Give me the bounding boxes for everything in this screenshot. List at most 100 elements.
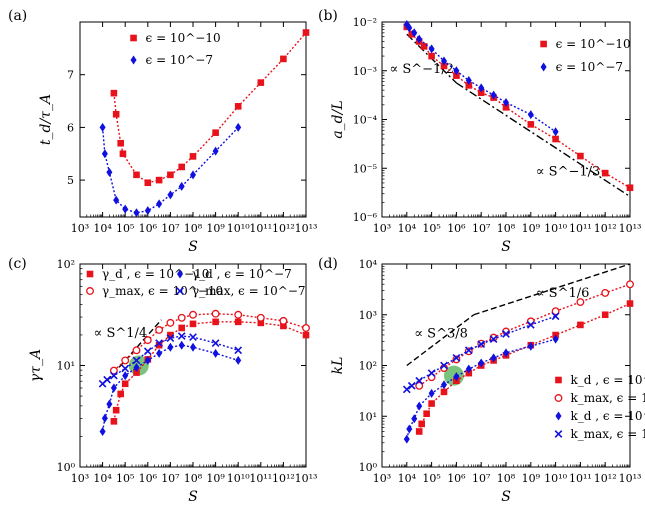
data-point (117, 139, 124, 147)
x-tick-label: 10¹² (272, 222, 295, 235)
data-point (155, 326, 164, 334)
y-tick-label: 10¹ (57, 360, 75, 373)
x-tick-label: 10⁶ (447, 222, 466, 235)
plot-frame (79, 21, 307, 218)
panel-c: (c) 10³ 10⁴ 10⁵ 10⁶ 10⁷ 10⁸ 10⁹ 10¹⁰ 10¹¹ 10¹² 10¹³… (8, 256, 317, 505)
legend-entry: γ_d , ϵ = 10^−7 (192, 267, 292, 281)
data-point (420, 43, 428, 50)
data-point (257, 79, 265, 86)
data-point (440, 388, 448, 396)
data-point (601, 311, 609, 319)
x-tick-label: 10⁷ (161, 222, 180, 235)
data-point (302, 29, 310, 36)
data-point (415, 376, 424, 385)
legend-entry: k_d , ϵ = 10^−7 (570, 409, 645, 423)
y-tick-label: 10² (57, 258, 75, 271)
panel-label-c: (c) (8, 256, 27, 272)
x-tick-label: 10¹² (594, 472, 617, 485)
data-point (441, 380, 447, 390)
data-point (133, 171, 140, 179)
data-point (189, 310, 197, 319)
y-tick-label: 10¹ (359, 410, 377, 423)
data-point (178, 181, 185, 191)
x-tick-label: 10⁶ (447, 472, 466, 485)
scaling-label: ∝ S^3/8 (414, 327, 468, 342)
x-tick-label: 10⁸ (497, 222, 516, 235)
data-point (133, 208, 140, 218)
x-tick-label: 10¹¹ (249, 222, 272, 235)
data-point (464, 346, 473, 355)
legend-marker (86, 287, 94, 295)
data-point (427, 369, 436, 377)
data-point (552, 135, 559, 143)
data-point (551, 307, 560, 316)
x-tick-label: 10⁹ (206, 472, 225, 485)
legend-entry: ϵ = 10^−10 (146, 31, 221, 45)
data-point (440, 62, 448, 70)
data-point (280, 322, 287, 330)
legend-marker (130, 55, 137, 65)
data-point (234, 310, 243, 319)
data-point (212, 146, 219, 156)
data-point (156, 199, 163, 209)
x-tick-label: 10³ (71, 472, 89, 485)
x-tick-label: 10⁷ (161, 472, 180, 485)
legend-marker (130, 34, 137, 42)
data-point (411, 414, 418, 424)
data-point (416, 401, 423, 411)
x-tick-label: 10⁷ (472, 222, 491, 235)
data-point (440, 361, 448, 370)
data-point (428, 44, 435, 54)
data-point (106, 399, 113, 409)
data-point (143, 336, 152, 345)
data-point (132, 356, 141, 365)
data-point (302, 331, 310, 339)
data-point (101, 149, 108, 159)
panel-d: (d) 10³ 10⁴ 10⁵ 10⁶ 10⁷ 10⁸ 10⁹ 10¹⁰ 10¹¹ 10¹² 10¹³… (318, 256, 645, 505)
x-tick-label: 10⁴ (93, 222, 112, 235)
x-axis-label: S (501, 489, 511, 505)
data-point (235, 355, 242, 365)
data-point (577, 152, 584, 160)
data-point (189, 153, 197, 160)
data-point (234, 318, 242, 326)
x-tick-label: 10⁸ (184, 222, 203, 235)
data-point (178, 163, 185, 171)
legend-entry: ϵ = 10^−10 (556, 37, 631, 51)
legend-marker (540, 40, 547, 48)
panel-b: (b) 10³ 10⁴ 10⁵ 10⁶ 10⁷ 10⁸ 10⁹ 10¹⁰ 10¹¹ 10¹² 10¹³… (318, 8, 641, 255)
y-axis-label: a_d/L (330, 100, 346, 138)
data-point (190, 342, 196, 352)
data-point (101, 413, 108, 423)
x-tick-label: 10¹⁰ (227, 222, 250, 235)
data-point (477, 89, 485, 96)
y-tick-label: 10⁰ (57, 461, 76, 474)
data-point (465, 82, 473, 89)
scaling-label: ∝ S^−1/2 (389, 62, 454, 77)
scaling-line (406, 314, 475, 367)
data-point (551, 312, 560, 321)
y-tick-label: 10⁻³ (353, 65, 377, 78)
data-point (502, 104, 510, 111)
data-point (453, 372, 460, 382)
y-tick-label: 10² (359, 360, 377, 373)
data-point (235, 122, 242, 132)
data-point (402, 385, 411, 394)
data-point (212, 348, 219, 358)
x-axis-label: S (188, 239, 198, 255)
data-point (110, 383, 117, 393)
legend-entry: k_max, ϵ = 10^−10 (570, 391, 645, 405)
x-tick-label: 10¹³ (619, 222, 642, 235)
data-point (490, 353, 497, 363)
data-point (415, 428, 423, 435)
data-point (133, 369, 140, 376)
data-point (122, 371, 129, 381)
data-point (122, 204, 129, 214)
scaling-label: ∝ S^1/4 (94, 326, 148, 341)
x-tick-label: 10⁷ (472, 472, 491, 485)
series-line (406, 24, 556, 133)
x-tick-label: 10³ (373, 472, 391, 485)
data-point (144, 206, 151, 216)
data-point (503, 348, 509, 358)
x-tick-label: 10⁸ (497, 472, 516, 485)
